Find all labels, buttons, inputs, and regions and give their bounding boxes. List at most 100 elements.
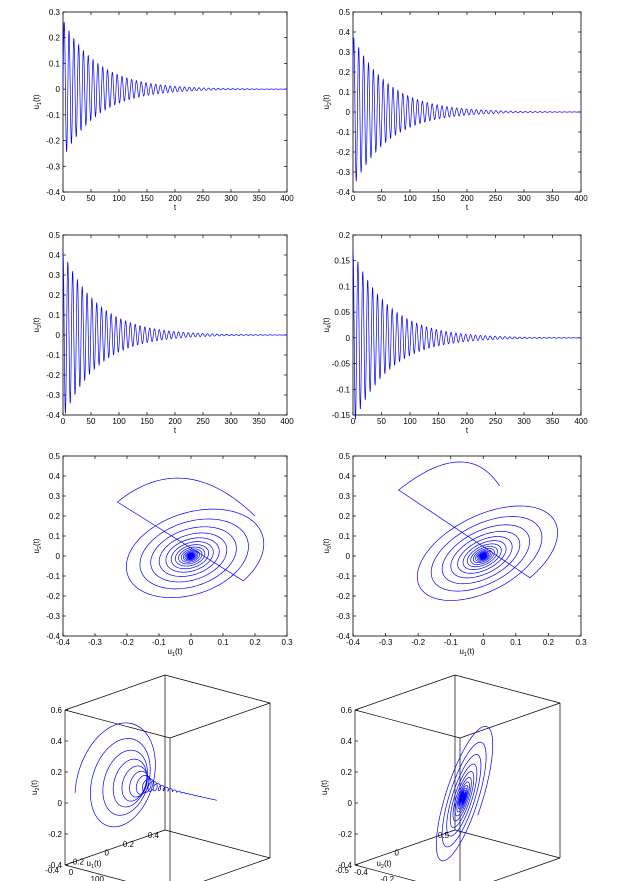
- z-tick-label: 0: [348, 799, 353, 808]
- series-line: [398, 461, 558, 601]
- x-tick-label: -0.4: [56, 638, 70, 647]
- x-tick-label: 100: [91, 875, 105, 881]
- y-tick-label: 0: [346, 108, 351, 117]
- series-line: [116, 477, 265, 598]
- z-axis-label: u3(t): [320, 780, 331, 795]
- y-tick-label: -0.4: [336, 188, 350, 197]
- y-tick-label: -0.4: [46, 411, 60, 420]
- box-edge: [354, 709, 461, 739]
- y-tick-label: 0.2: [339, 512, 351, 521]
- box-edge: [64, 829, 166, 866]
- y-tick-label: 0.4: [49, 251, 61, 260]
- axes-box: [352, 455, 582, 637]
- z-tick-label: 0.6: [341, 706, 353, 715]
- y-tick-label: 0: [395, 849, 400, 858]
- y-tick-label: 0.5: [339, 452, 351, 461]
- axes-box: [352, 11, 582, 193]
- y-tick-label: 0.1: [339, 282, 351, 291]
- x-axis-label: u1(t): [167, 647, 182, 658]
- y-tick-label: -0.2: [336, 148, 350, 157]
- y-tick-label: -0.2: [70, 857, 84, 866]
- series-line: [74, 722, 217, 828]
- x-tick-label: 50: [87, 194, 96, 203]
- y-tick-label: 0.3: [49, 271, 61, 280]
- y-tick-label: 0: [105, 849, 110, 858]
- panel-p1: 0 50 100 150 200 250 300 350 400 -0.4 -0.3 -0.2 -0.1…: [32, 8, 294, 212]
- box-edge: [64, 864, 127, 881]
- y-tick-label: -0.4: [46, 188, 60, 197]
- x-tick-label: 350: [546, 417, 560, 426]
- x-tick-label: -0.1: [444, 638, 458, 647]
- y-axis-label: u2(t): [322, 94, 333, 109]
- y-tick-label: 0.2: [123, 840, 135, 849]
- x-tick-label: -0.2: [380, 875, 394, 881]
- x-tick-label: 400: [574, 417, 588, 426]
- y-tick-label: -0.5: [335, 866, 349, 875]
- x-axis-label: t: [174, 203, 177, 212]
- y-tick-label: -0.2: [46, 137, 60, 146]
- x-tick-label: 100: [112, 194, 126, 203]
- x-tick-label: -0.2: [120, 638, 134, 647]
- x-tick-label: 400: [280, 417, 294, 426]
- x-tick-label: 50: [377, 417, 386, 426]
- y-tick-label: 0.1: [339, 532, 351, 541]
- z-tick-label: -0.2: [48, 830, 62, 839]
- y-tick-label: 0.2: [339, 231, 351, 240]
- x-tick-label: 0.2: [249, 638, 261, 647]
- z-tick-label: -0.2: [338, 830, 352, 839]
- z-tick-label: -0.4: [338, 861, 352, 870]
- y-tick-label: -0.15: [332, 411, 351, 420]
- y-tick-label: 0.4: [49, 472, 61, 481]
- x-tick-label: 0: [481, 638, 486, 647]
- box-edge: [459, 702, 561, 739]
- y-tick-label: 0.5: [438, 831, 450, 840]
- series-line: [62, 250, 287, 414]
- y-tick-label: 0.4: [339, 28, 351, 37]
- x-tick-label: 0: [351, 417, 356, 426]
- x-axis-label: t: [466, 426, 469, 435]
- y-tick-label: 0.4: [148, 831, 160, 840]
- y-tick-label: 0.15: [334, 257, 350, 266]
- x-tick-label: 0.3: [575, 638, 587, 647]
- x-tick-label: 100: [403, 194, 417, 203]
- z-tick-label: -0.4: [48, 861, 62, 870]
- y-tick-label: -0.4: [336, 632, 350, 641]
- x-tick-label: -0.3: [88, 638, 102, 647]
- x-axis-label: t: [466, 203, 469, 212]
- y-tick-label: 0.3: [49, 8, 61, 17]
- panel-p2: 0 50 100 150 200 250 300 350 400 -0.4 -0.3 -0.2 -0.1…: [322, 8, 588, 212]
- z-tick-label: 0.6: [51, 706, 63, 715]
- x-tick-label: 0: [61, 417, 66, 426]
- box-edge: [354, 674, 456, 711]
- x-tick-label: 100: [112, 417, 126, 426]
- y-tick-label: 0: [346, 552, 351, 561]
- x-tick-label: -0.4: [346, 638, 360, 647]
- x-tick-label: 100: [403, 417, 417, 426]
- x-tick-label: -0.1: [152, 638, 166, 647]
- y-axis-label: u2(t): [32, 538, 43, 553]
- series-line: [352, 37, 582, 182]
- x-tick-label: 0.1: [217, 638, 229, 647]
- y-tick-label: 0.2: [49, 34, 61, 43]
- y-tick-label: -0.1: [46, 572, 60, 581]
- x-tick-label: 50: [377, 194, 386, 203]
- z-axis-label: u2(t): [30, 780, 41, 795]
- box-edge: [354, 829, 456, 866]
- y-tick-label: -0.1: [336, 572, 350, 581]
- y-tick-label: 0.05: [334, 308, 350, 317]
- x-tick-label: 0: [351, 194, 356, 203]
- box-edge: [354, 864, 417, 881]
- y-axis-label: u3(t): [322, 538, 333, 553]
- x-tick-label: 50: [87, 417, 96, 426]
- z-tick-label: 0.2: [341, 768, 353, 777]
- x-tick-label: 150: [140, 417, 154, 426]
- z-tick-label: 0.4: [341, 737, 353, 746]
- x-tick-label: 250: [196, 194, 210, 203]
- y-tick-label: 0.3: [339, 48, 351, 57]
- y-tick-label: -0.3: [46, 391, 60, 400]
- panel-p5: -0.4 -0.3 -0.2 -0.1 0 0.1 0.2 0.3 -0.4 -0.3 -0.2 -0…: [32, 452, 293, 658]
- z-tick-label: 0.4: [51, 737, 63, 746]
- panel-p7: -0.4-0.200.20.40.60100200300400-0.4-0.20…: [30, 674, 271, 881]
- x-tick-label: -0.4: [354, 868, 368, 877]
- axes-box: [352, 234, 582, 416]
